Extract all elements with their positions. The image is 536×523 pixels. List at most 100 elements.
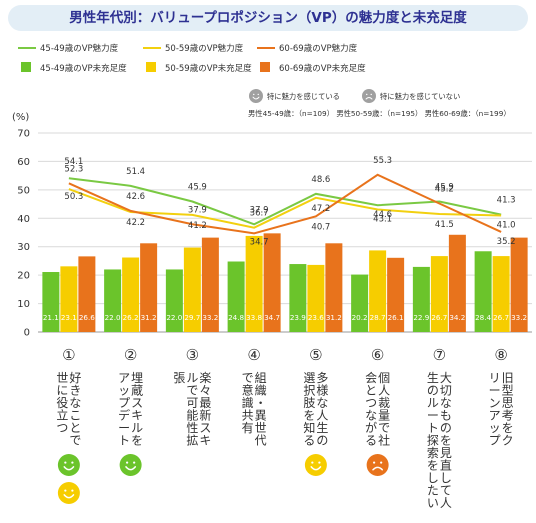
legend-note-positive: 特に魅力を感じている: [267, 92, 340, 101]
bar: [201, 237, 219, 332]
line-value-label: 36.7: [250, 209, 269, 219]
smile-yellow-icon-mouth: [63, 494, 75, 499]
category-char: 生: [316, 421, 328, 435]
category-char: 思: [502, 396, 514, 410]
y-tick-label: 20: [17, 271, 30, 282]
smile-yellow-icon-eye: [311, 461, 314, 464]
category-char: し: [427, 471, 439, 485]
category-char: の: [440, 421, 452, 435]
category-char: 共: [242, 409, 254, 423]
category-char: 個: [378, 371, 390, 385]
category-char: 見: [440, 446, 452, 460]
category-char: 大: [440, 371, 452, 385]
bar: [60, 266, 78, 332]
category-number: ⑧: [494, 346, 507, 364]
category-char: 様: [316, 384, 328, 398]
category-char: 織: [255, 384, 267, 398]
category-char: リ: [489, 371, 501, 385]
bar-value-label: 29.7: [184, 313, 200, 322]
legend-label: 60-69歳のVP未充足度: [279, 63, 366, 74]
chart-title: 男性年代別：バリュープロポジション（VP）の魅力度と未充足度: [69, 10, 467, 26]
bar-value-label: 24.8: [228, 313, 244, 322]
line-value-label: 41.0: [497, 220, 516, 230]
category-char: た: [427, 484, 439, 498]
category-char: ー: [489, 384, 501, 398]
legend-label: 50-59歳のVP魅力度: [165, 43, 244, 54]
line-value-label: 34.7: [250, 237, 269, 247]
category-char: 考: [502, 409, 514, 423]
category-char: 蔵: [131, 384, 143, 398]
bar-value-label: 26.1: [388, 313, 404, 322]
legend-bar-swatch: [21, 62, 31, 72]
bar-value-label: 22.0: [166, 313, 182, 322]
category-char: の: [427, 384, 439, 398]
smile-green-icon-eye: [71, 461, 74, 464]
frown-face-icon-eye: [370, 93, 372, 96]
line-value-label: 47.2: [311, 204, 330, 214]
category-char: 役: [56, 395, 68, 410]
frown-orange-icon: [366, 454, 389, 476]
smile-yellow-icon-eye: [318, 461, 321, 464]
category-char: 可: [186, 396, 198, 410]
line-value-label: 52.3: [64, 164, 83, 174]
smile-yellow-icon-eye: [64, 489, 67, 492]
line-value-label: 37.9: [250, 205, 269, 215]
frown-face-icon: [362, 89, 376, 103]
line-value-label: 51.4: [126, 167, 145, 177]
bar-value-label: 21.1: [43, 313, 59, 322]
bar: [325, 243, 343, 332]
category-char: プ: [489, 434, 501, 448]
bar: [227, 261, 245, 332]
category-char: つ: [56, 421, 68, 435]
y-tick-label: 30: [17, 242, 30, 253]
legend-bar-swatch: [146, 62, 156, 72]
category-char: 新: [199, 408, 211, 423]
category-char: を: [131, 434, 143, 448]
bar: [430, 256, 448, 332]
category-char: ル: [186, 371, 198, 385]
category-char: 社: [378, 433, 390, 448]
smile-green-icon: [119, 454, 142, 476]
category-char: ア: [489, 409, 501, 423]
category-char: を: [502, 421, 514, 435]
bar: [510, 237, 528, 332]
category-char: ー: [427, 409, 439, 423]
line-value-label: 40.7: [311, 222, 330, 232]
category-char: 好: [69, 371, 81, 385]
y-axis-label: (%): [12, 112, 29, 123]
legend-label: 45-49歳のVP未充足度: [40, 63, 127, 74]
legend-note-negative: 特に魅力を感じていない: [380, 92, 460, 101]
y-tick-label: 50: [17, 185, 30, 196]
category-char: ス: [199, 421, 211, 435]
bar: [263, 233, 281, 332]
category-char: 人: [378, 384, 390, 398]
frown-face-icon-mouth: [365, 97, 373, 100]
category-char: ・: [255, 396, 267, 410]
y-tick-label: 10: [17, 299, 30, 310]
category-char: 異: [255, 409, 267, 423]
category-char: 有: [242, 421, 254, 435]
bar-value-label: 26.6: [79, 313, 95, 322]
category-number: ②: [124, 346, 137, 364]
category-char: 型: [502, 384, 514, 398]
bar-value-label: 34.2: [449, 313, 465, 322]
category-char: し: [440, 471, 452, 485]
category-char: が: [365, 420, 377, 435]
bar: [104, 269, 122, 332]
bar: [492, 256, 510, 332]
y-tick-label: 0: [24, 328, 30, 339]
bar: [351, 274, 369, 332]
line-value-label: 41.5: [435, 220, 454, 230]
y-tick-label: 60: [17, 157, 30, 168]
smile-yellow-icon-eye: [71, 489, 74, 492]
category-char: な: [316, 396, 328, 410]
y-tick-label: 70: [17, 129, 30, 140]
category-char: の: [316, 434, 328, 448]
category-char: 人: [316, 409, 328, 423]
category-char: 能: [186, 409, 198, 423]
category-char: で: [242, 371, 254, 385]
category-char: で: [69, 434, 81, 448]
line-value-label: 48.6: [311, 175, 330, 185]
category-number: ⑦: [433, 346, 446, 364]
bar: [448, 234, 466, 332]
